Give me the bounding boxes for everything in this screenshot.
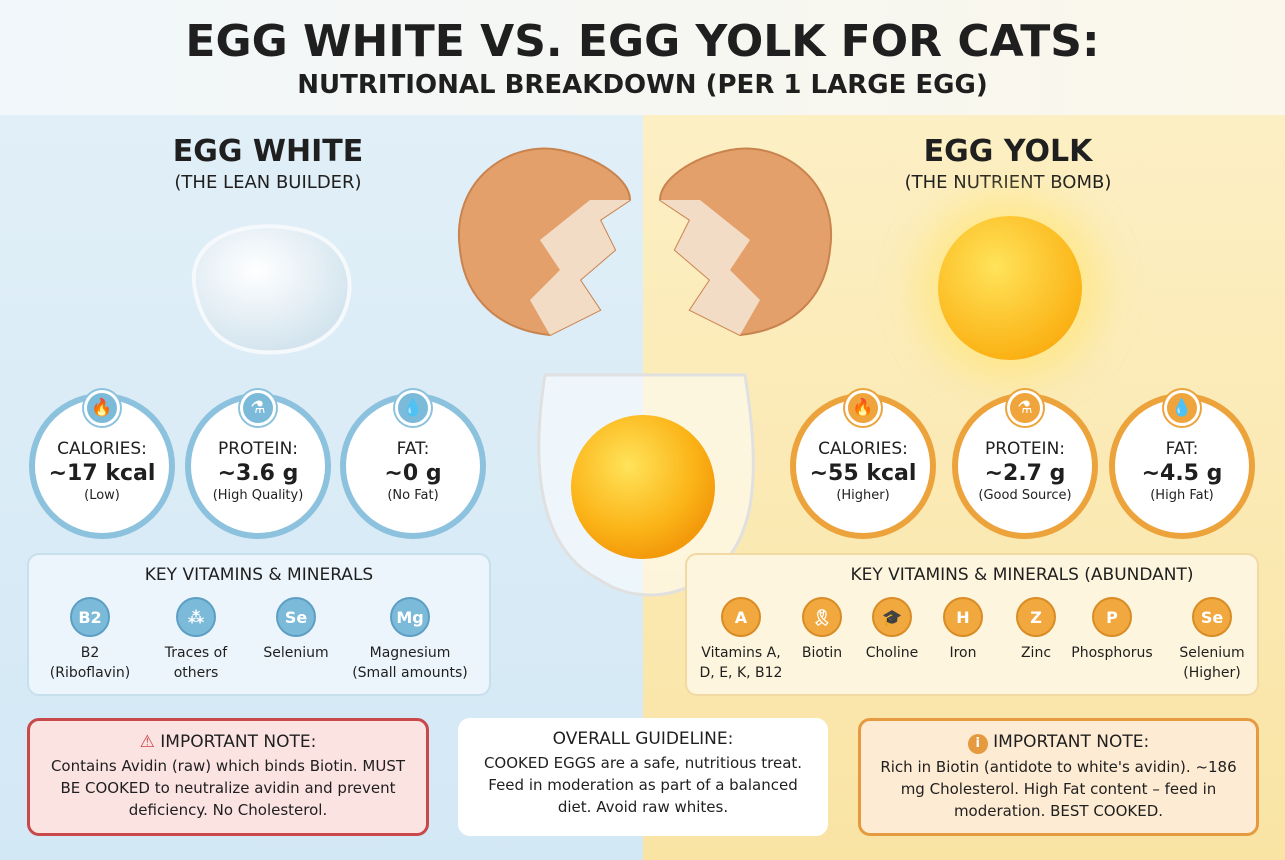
page-title: EGG WHITE VS. EGG YOLK FOR CATS:: [185, 16, 1100, 67]
flame-icon: 🔥: [845, 390, 881, 426]
vitamin-name: Vitamins A,: [701, 645, 781, 661]
vitamin-label: Vitamins A, D, E, K, B12: [676, 643, 806, 683]
vitamin-detail: others: [173, 665, 219, 681]
stat-note: (Low): [84, 488, 120, 503]
graduation-cap-icon: 🎓: [872, 597, 912, 637]
overall-guideline: OVERALL GUIDELINE: COOKED EGGS are a saf…: [458, 718, 828, 836]
vitamin-name: B2: [80, 645, 100, 661]
vitamin-name: Iron: [949, 645, 977, 661]
stat-label: PROTEIN:: [984, 439, 1066, 459]
stat-value: ~4.5 g: [1141, 461, 1223, 486]
note-text: Contains Avidin (raw) which binds Biotin…: [50, 757, 406, 819]
vitamin-label: Magnesium (Small amounts): [345, 643, 475, 683]
egg-white-title: EGG WHITE: [172, 134, 364, 169]
vitamin-name: Phosphorus: [1071, 645, 1153, 661]
stat-label: PROTEIN:: [217, 439, 299, 459]
vitamin-label: Phosphorus: [1047, 643, 1177, 663]
note-title: IMPORTANT NOTE:: [993, 732, 1150, 752]
vitamin-name: Selenium: [1179, 645, 1245, 661]
b2-icon: B2: [70, 597, 110, 637]
vitamin-label: B2 (Riboflavin): [25, 643, 155, 683]
note-title: IMPORTANT NOTE:: [160, 732, 317, 752]
a-icon: A: [721, 597, 761, 637]
vitamin-label: Biotin: [757, 643, 887, 663]
page-subtitle: NUTRITIONAL BREAKDOWN (PER 1 LARGE EGG): [297, 70, 988, 100]
stat-note: (High Fat): [1150, 488, 1214, 503]
vitamin-detail: (Small amounts): [352, 665, 468, 681]
stat-value: ~2.7 g: [984, 461, 1066, 486]
vitamin-name: Zinc: [1020, 645, 1052, 661]
droplet-icon: 💧: [1164, 390, 1200, 426]
vitamin-detail: (Riboflavin): [49, 665, 131, 681]
droplet-icon: 💧: [395, 390, 431, 426]
stat-value: ~55 kcal: [809, 461, 917, 486]
p-icon: P: [1092, 597, 1132, 637]
vitamin-name: Choline: [865, 645, 919, 661]
se-icon: Se: [276, 597, 316, 637]
egg-white-tagline: (THE LEAN BUILDER): [174, 172, 362, 193]
vitamin-label: Traces of others: [131, 643, 261, 683]
z-icon: Z: [1016, 597, 1056, 637]
vitamin-name: Magnesium: [369, 645, 451, 661]
stat-value: ~17 kcal: [48, 461, 156, 486]
dumbbell-icon: H: [943, 597, 983, 637]
protein-bottle-icon: ⚗: [240, 390, 276, 426]
stat-value: ~0 g: [384, 461, 442, 486]
egg-yolk-important-note: i IMPORTANT NOTE: Rich in Biotin (antido…: [858, 718, 1259, 836]
vitamin-name: Biotin: [801, 645, 843, 661]
cracked-egg-illustration: [457, 147, 833, 597]
stat-label: CALORIES:: [818, 439, 908, 459]
stat-circle: PROTEIN: ~3.6 g (High Quality): [185, 393, 331, 539]
stat-note: (Higher): [836, 488, 890, 503]
stat-label: FAT:: [1165, 439, 1199, 459]
guideline-text: COOKED EGGS are a safe, nutritious treat…: [483, 754, 803, 816]
flame-icon: 🔥: [84, 390, 120, 426]
vitamin-detail: (Higher): [1183, 665, 1241, 681]
vitamin-detail: D, E, K, B12: [699, 665, 783, 681]
guideline-title: OVERALL GUIDELINE:: [552, 729, 734, 749]
egg-white-important-note: ⚠ IMPORTANT NOTE: Contains Avidin (raw) …: [27, 718, 429, 836]
stat-note: (No Fat): [387, 488, 439, 503]
vitamin-label: Choline: [827, 643, 957, 663]
egg-yolk-image: [938, 216, 1082, 360]
vitamins-title: KEY VITAMINS & MINERALS: [144, 565, 374, 585]
vitamin-name: Traces of: [164, 645, 228, 661]
center-yolk: [571, 415, 715, 559]
protein-bottle-icon: ⚗: [1007, 390, 1043, 426]
stat-label: CALORIES:: [57, 439, 147, 459]
stat-value: ~3.6 g: [217, 461, 299, 486]
vitamin-label: Iron: [898, 643, 1028, 663]
info-icon: i: [967, 734, 988, 754]
vitamin-label: Selenium (Higher): [1147, 643, 1277, 683]
egg-white-image: [191, 224, 352, 355]
egg-yolk-title: EGG YOLK: [923, 134, 1093, 169]
note-text: Rich in Biotin (antidote to white's avid…: [880, 758, 1237, 820]
stat-circle: FAT: ~0 g (No Fat): [340, 393, 486, 539]
warning-icon: ⚠: [139, 732, 155, 752]
vitamins-title: KEY VITAMINS & MINERALS (ABUNDANT): [850, 565, 1194, 585]
vitamin-name: Selenium: [263, 645, 329, 661]
stat-label: FAT:: [396, 439, 430, 459]
stat-note: (Good Source): [978, 488, 1072, 503]
se-icon: Se: [1192, 597, 1232, 637]
ribbon-icon: 🎗: [802, 597, 842, 637]
egg-yolk-tagline: (THE NUTRIENT BOMB): [904, 172, 1112, 193]
mg-icon: Mg: [390, 597, 430, 637]
vitamin-label: Selenium: [231, 643, 361, 663]
stat-note: (High Quality): [212, 488, 304, 503]
header: [0, 0, 1285, 115]
molecule-icon: ⁂: [176, 597, 216, 637]
vitamin-label: Zinc: [971, 643, 1101, 663]
